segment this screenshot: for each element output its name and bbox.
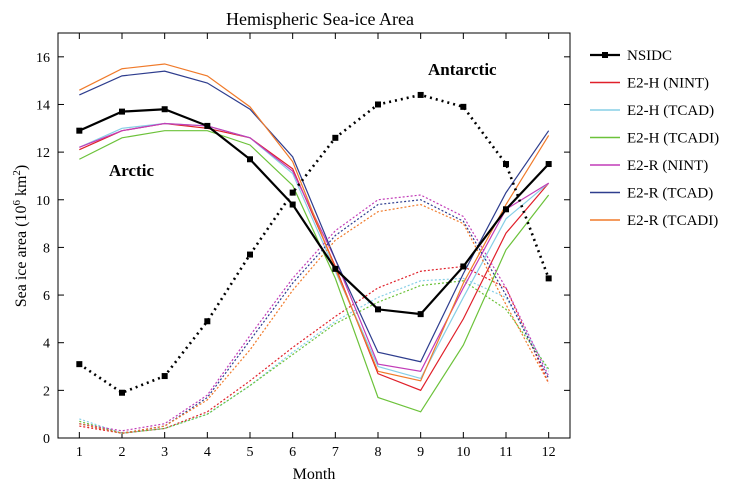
- point-nsidc-arctic-2: [119, 108, 125, 115]
- y-axis-label-sup2: 2: [11, 170, 23, 176]
- plot-frame: [57, 32, 571, 439]
- chart-title: Hemispheric Sea-ice Area: [226, 9, 414, 29]
- point-nsidc-arctic-6: [289, 201, 296, 208]
- x-tick-label-11: 12: [542, 445, 556, 460]
- point-nsidc-antarctic-8: [375, 101, 381, 108]
- point-nsidc-antarctic-12: [545, 275, 552, 282]
- legend-label-e2-r-tcadi: E2-R (TCADI): [627, 213, 718, 229]
- y-tick-label-6: 12: [36, 146, 50, 161]
- y-axis-label: Sea ice area (106 km2): [11, 165, 30, 308]
- point-nsidc-arctic-11: [503, 206, 509, 213]
- x-tick-label-5: 6: [289, 445, 296, 460]
- point-nsidc-antarctic-5: [247, 251, 253, 258]
- y-axis: 0 2 4 6 8 10 12 14 16: [36, 51, 570, 447]
- y-tick-label-5: 10: [36, 194, 50, 209]
- y-tick-label-1: 2: [43, 384, 50, 399]
- series-nsidc-antarctic: [78, 93, 550, 395]
- point-nsidc-antarctic-7: [332, 134, 339, 141]
- legend-label-e2-h-tcadi: E2-H (TCADI): [627, 131, 719, 147]
- series-layer: [76, 63, 552, 434]
- point-nsidc-antarctic-11: [503, 161, 509, 168]
- x-tick-label-4: 5: [247, 445, 254, 460]
- y-tick-label-8: 16: [36, 51, 50, 66]
- legend-label-e2-h-nint: E2-H (NINT): [627, 76, 709, 92]
- point-nsidc-antarctic-2: [119, 389, 125, 396]
- point-nsidc-arctic-7: [332, 265, 339, 272]
- legend-label-e2-r-nint: E2-R (NINT): [627, 158, 708, 174]
- series-e2-h-tcad-antarctic: [79, 277, 550, 434]
- x-tick-label-0: 1: [76, 445, 83, 460]
- y-tick-label-2: 4: [43, 337, 50, 352]
- y-axis-label-unit: km: [13, 175, 30, 200]
- point-nsidc-arctic-8: [375, 306, 381, 313]
- x-tick-label-9: 10: [456, 445, 470, 460]
- series-e2-h-tcadi-arctic: [79, 130, 550, 413]
- x-tick-label-6: 7: [332, 445, 339, 460]
- y-axis-label-main: Sea ice area (10: [13, 206, 30, 308]
- y-tick-label-4: 8: [43, 241, 50, 256]
- legend: NSIDC E2-H (NINT) E2-H (TCAD) E2-H (TCADI) E…: [590, 48, 719, 229]
- point-nsidc-arctic-9: [417, 311, 424, 318]
- point-nsidc-antarctic-6: [289, 189, 296, 196]
- x-axis-label: Month: [293, 466, 336, 483]
- point-nsidc-arctic-4: [204, 122, 211, 129]
- point-nsidc-arctic-3: [161, 106, 168, 113]
- series-nsidc-arctic: [78, 108, 550, 316]
- x-tick-label-8: 9: [417, 445, 424, 460]
- point-nsidc-arctic-1: [76, 127, 83, 134]
- legend-label-e2-h-tcad: E2-H (TCAD): [627, 103, 714, 119]
- y-tick-label-3: 6: [43, 289, 50, 304]
- legend-marker-nsidc: [602, 52, 608, 58]
- point-nsidc-arctic-5: [247, 156, 253, 163]
- point-nsidc-antarctic-3: [161, 373, 168, 380]
- point-nsidc-antarctic-1: [76, 361, 83, 368]
- point-nsidc-antarctic-4: [204, 318, 211, 325]
- point-nsidc-antarctic-9: [417, 91, 424, 98]
- y-tick-label-0: 0: [43, 432, 50, 447]
- x-tick-label-2: 3: [161, 445, 168, 460]
- series-e2-r-tcad-arctic: [79, 70, 550, 363]
- y-tick-label-7: 14: [36, 98, 50, 113]
- point-nsidc-antarctic-10: [460, 103, 467, 110]
- y-axis-label-sup: 6: [11, 200, 23, 206]
- series-e2-h-nint-antarctic: [79, 265, 550, 434]
- legend-label-nsidc: NSIDC: [627, 48, 672, 64]
- series-e2-r-tcadi-antarctic: [79, 203, 550, 434]
- series-e2-h-tcadi-antarctic: [79, 280, 550, 434]
- x-tick-label-10: 11: [499, 445, 512, 460]
- annotation-antarctic: Antarctic: [428, 60, 497, 79]
- annotation-arctic: Arctic: [109, 161, 154, 180]
- series-e2-r-tcad-antarctic: [79, 199, 550, 434]
- series-e2-r-tcadi-arctic: [79, 63, 550, 382]
- y-axis-label-close: ): [13, 165, 30, 170]
- legend-label-e2-r-tcad: E2-R (TCAD): [627, 186, 713, 202]
- x-tick-label-1: 2: [119, 445, 126, 460]
- point-nsidc-arctic-10: [460, 263, 467, 270]
- x-tick-label-7: 8: [375, 445, 382, 460]
- x-axis: 1 2 3 4 5 6 7 8 9 10 11 12: [76, 33, 556, 460]
- x-tick-label-3: 4: [204, 445, 211, 460]
- point-nsidc-arctic-12: [545, 161, 552, 168]
